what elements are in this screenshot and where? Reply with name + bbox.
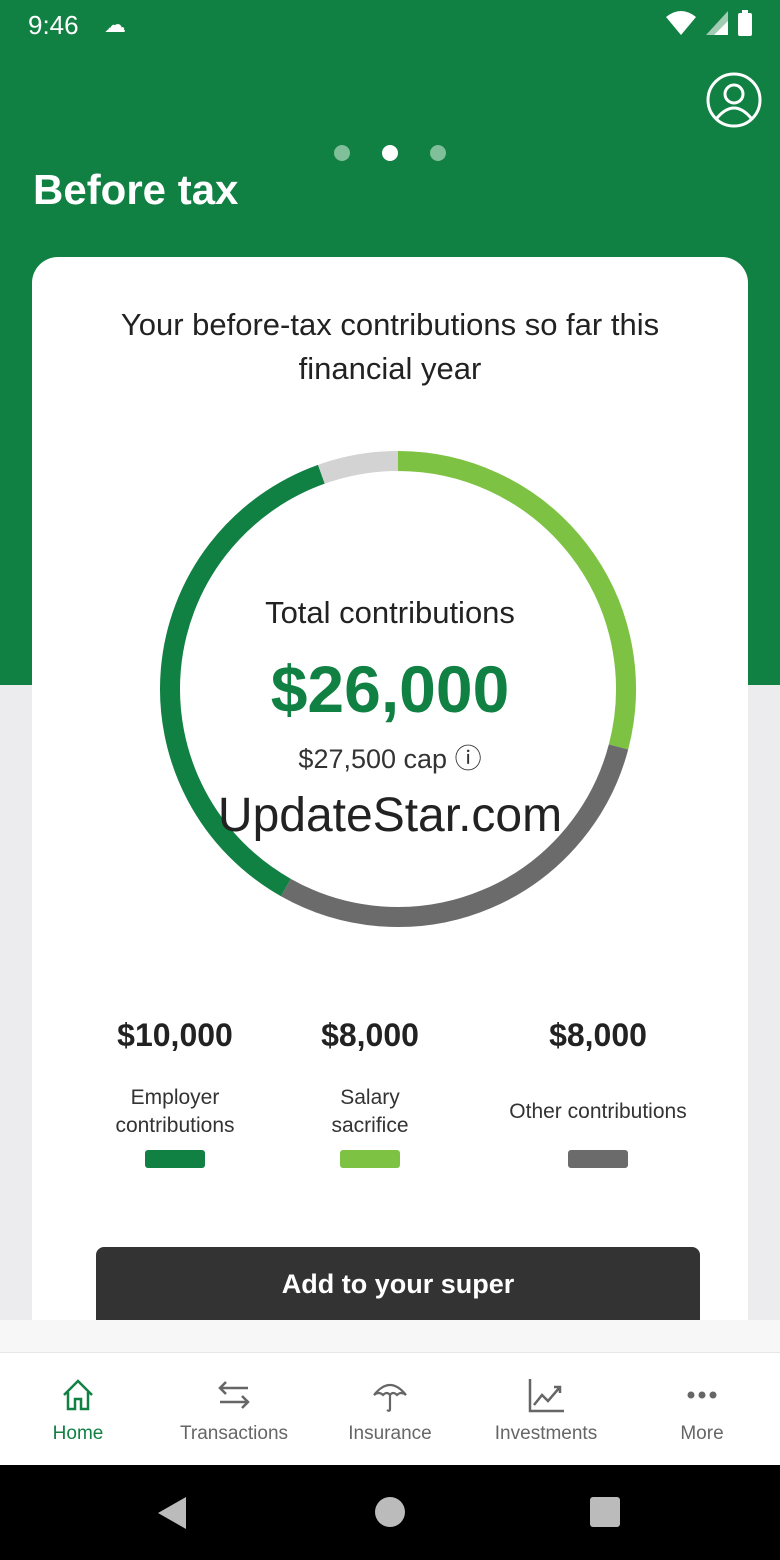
contributions-donut-chart (160, 451, 636, 927)
status-time: 9:46 (28, 10, 79, 40)
legend-value: $10,000 (117, 1017, 233, 1053)
wifi-icon (666, 11, 696, 35)
contributions-card: Your before-tax contributions so far thi… (32, 257, 748, 1357)
recents-icon[interactable] (590, 1497, 620, 1527)
legend-swatch (568, 1150, 628, 1168)
legend-label: Employer contributions (115, 1086, 235, 1137)
legend-employer: $10,000 Employer contributions (90, 1017, 260, 1168)
cloud-icon: ☁ (104, 12, 126, 37)
nav-insurance[interactable]: Insurance (312, 1353, 468, 1465)
nav-home[interactable]: Home (0, 1353, 156, 1465)
nav-investments[interactable]: Investments (468, 1353, 624, 1465)
legend-label: Other contributions (509, 1100, 687, 1123)
legend-swatch (340, 1150, 400, 1168)
bottom-nav: Home Transactions Insurance Investments … (0, 1352, 780, 1465)
home-button-icon[interactable] (375, 1497, 405, 1527)
legend-salary-sacrifice: $8,000 Salary sacrifice (300, 1017, 440, 1168)
nav-label: Investments (494, 1423, 598, 1444)
chart-icon (528, 1379, 564, 1413)
transfer-icon (218, 1381, 250, 1409)
total-label: Total contributions (265, 595, 515, 630)
legend-value: $8,000 (321, 1017, 419, 1053)
watermark: UpdateStar.com (217, 789, 563, 842)
page-dot-active[interactable] (382, 145, 398, 161)
battery-icon (738, 10, 752, 36)
cap-text: $27,500 cap (298, 744, 448, 774)
status-bar: 9:46 ☁ (0, 0, 780, 50)
profile-icon[interactable] (706, 72, 762, 128)
donut-segment-employer-contributions (160, 464, 325, 897)
donut-segment-other-contributions (280, 744, 629, 927)
page-dot[interactable] (334, 145, 350, 161)
nav-label: Transactions (179, 1423, 289, 1444)
signal-icon (706, 11, 728, 35)
donut-segment-salary-sacrifice (397, 451, 636, 750)
nav-label: Insurance (348, 1423, 432, 1444)
nav-label: Home (52, 1423, 104, 1444)
back-icon[interactable] (158, 1497, 188, 1529)
page-title: Before tax (33, 166, 239, 213)
divider (0, 1320, 780, 1352)
page-dot[interactable] (430, 145, 446, 161)
page-indicator[interactable] (334, 145, 446, 161)
nav-more[interactable]: More (624, 1353, 780, 1465)
nav-transactions[interactable]: Transactions (156, 1353, 312, 1465)
cap-label[interactable]: $27,500 cap ⓘ (32, 743, 748, 775)
add-to-super-button[interactable]: Add to your super (96, 1247, 700, 1327)
home-icon (63, 1379, 93, 1411)
legend-label: Salary sacrifice (331, 1086, 409, 1137)
total-value: $26,000 (270, 652, 510, 726)
umbrella-icon (373, 1383, 407, 1412)
legend-swatch (145, 1150, 205, 1168)
system-nav-bar (0, 1465, 780, 1560)
card-title: Your before-tax contributions so far thi… (120, 307, 660, 386)
info-icon[interactable]: ⓘ (454, 744, 482, 774)
donut-segment-remaining (318, 451, 399, 484)
more-icon (687, 1391, 717, 1399)
nav-label: More (680, 1423, 724, 1444)
legend-value: $8,000 (549, 1017, 647, 1053)
legend-other: $8,000 Other contributions (478, 1017, 718, 1168)
